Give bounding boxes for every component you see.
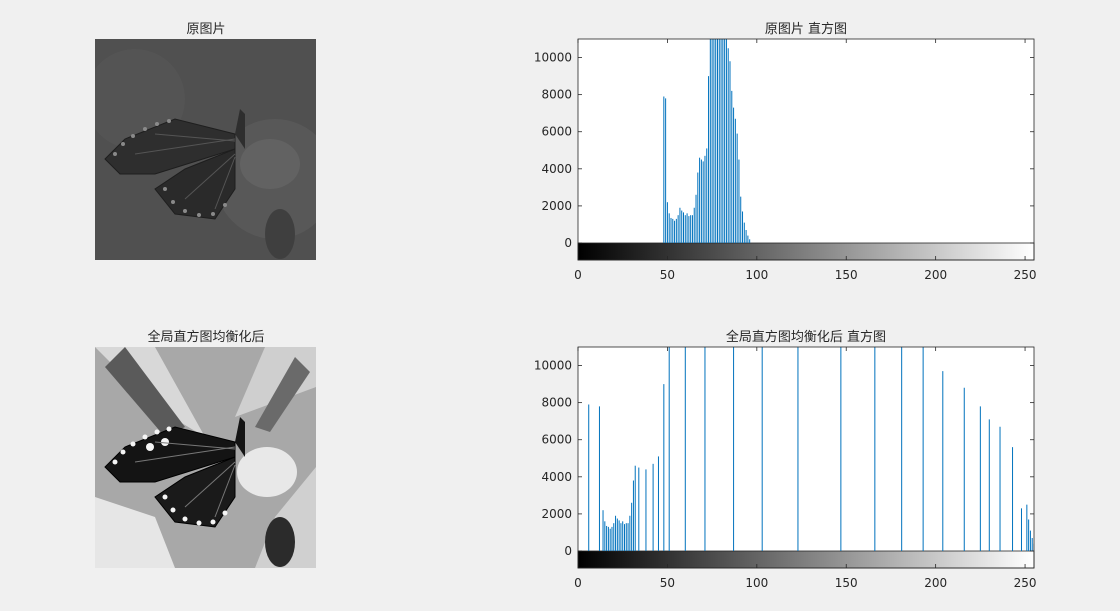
eq-hist-title: 全局直方图均衡化后 直方图 <box>725 330 887 345</box>
y-tick-label: 6000 <box>541 125 572 139</box>
x-tick-label: 0 <box>574 268 582 282</box>
x-tick-label: 200 <box>924 576 947 590</box>
y-tick-label: 10000 <box>534 51 572 65</box>
orig-hist-title: 原图片 直方图 <box>764 22 848 37</box>
axes-box <box>577 38 1035 261</box>
x-tick-label: 50 <box>660 268 675 282</box>
x-tick-label: 250 <box>1014 268 1037 282</box>
y-tick-label: 8000 <box>541 396 572 410</box>
x-tick-label: 0 <box>574 576 582 590</box>
eq-histogram-chart: 0 2000 4000 6000 8000 10000 0 50 100 150 200 250 <box>534 346 1037 590</box>
eq-butterfly-image <box>95 347 316 568</box>
histogram-stems <box>588 347 1034 551</box>
x-tick-label: 250 <box>1014 576 1037 590</box>
y-tick-label: 6000 <box>541 433 572 447</box>
x-tick-label: 200 <box>924 268 947 282</box>
histogram-stems <box>663 39 751 243</box>
x-tick-label: 50 <box>660 576 675 590</box>
plot-area <box>578 347 1034 551</box>
x-tick-label: 150 <box>835 268 858 282</box>
grayscale-colorbar <box>577 242 1035 261</box>
y-tick-label: 10000 <box>534 359 572 373</box>
orig-histogram-chart: 0 2000 4000 6000 8000 10000 0 50 100 150 200 250 <box>534 38 1037 282</box>
y-tick-label: 0 <box>564 236 572 250</box>
orig-butterfly-image <box>95 39 316 260</box>
x-tick-label: 150 <box>835 576 858 590</box>
y-tick-label: 4000 <box>541 470 572 484</box>
orig-image-title: 原图片 <box>186 22 226 37</box>
y-tick-label: 4000 <box>541 162 572 176</box>
axes-box <box>577 346 1035 569</box>
y-tick-label: 8000 <box>541 88 572 102</box>
grayscale-colorbar <box>577 550 1035 569</box>
y-tick-label: 2000 <box>541 507 572 521</box>
plot-area <box>578 39 1034 243</box>
eq-image-title: 全局直方图均衡化后 <box>147 330 265 345</box>
y-tick-label: 2000 <box>541 199 572 213</box>
y-tick-label: 0 <box>564 544 572 558</box>
x-tick-label: 100 <box>745 268 768 282</box>
x-tick-label: 100 <box>745 576 768 590</box>
